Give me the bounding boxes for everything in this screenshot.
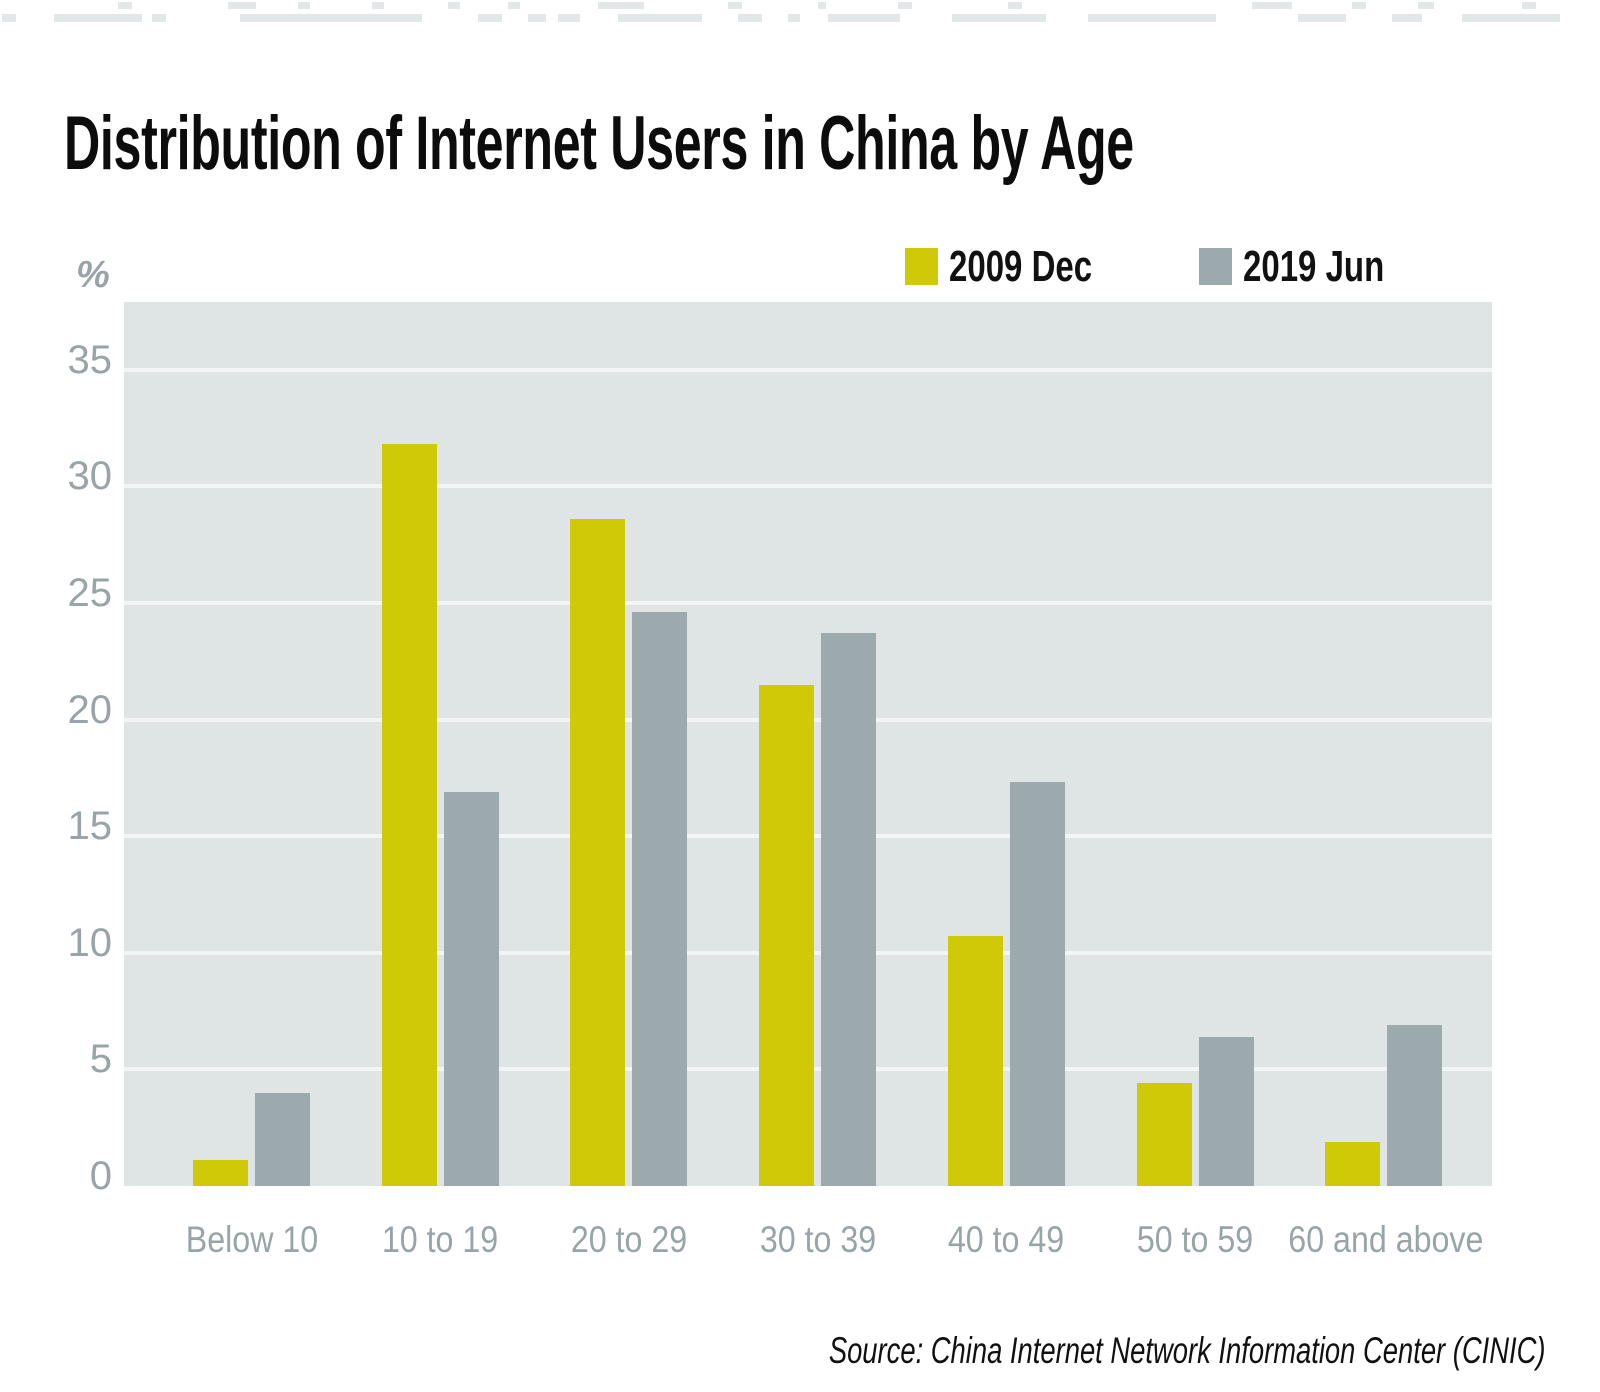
y-tick-label-10: 10 (67, 920, 113, 965)
legend-swatch-2009-dec (905, 247, 938, 285)
bar-2019-jun-10-to-19 (443, 792, 499, 1186)
y-tick-label-30: 30 (67, 454, 113, 499)
legend-item-2009-dec: 2009 Dec (905, 241, 1140, 291)
bar-2009-dec-below-10 (193, 1160, 248, 1186)
source-note: Source: China Internet Network Informati… (829, 1330, 1546, 1371)
crop-artifact (1008, 2, 1022, 9)
crop-artifact (240, 14, 422, 22)
crop-artifact (598, 2, 644, 9)
y-tick-label-20: 20 (67, 687, 113, 732)
crop-artifact (1522, 2, 1536, 9)
gridline-35 (124, 367, 1492, 372)
crop-artifact (298, 2, 310, 9)
crop-artifact (728, 2, 742, 9)
bar-2009-dec-50-to-59 (1136, 1083, 1192, 1186)
y-axis-unit-label: % (76, 254, 110, 296)
bar-2019-jun-60-and-above (1387, 1025, 1443, 1186)
y-tick-label-15: 15 (67, 804, 113, 849)
bar-2019-jun-below-10 (255, 1093, 310, 1186)
crop-artifact (2, 14, 16, 22)
crop-artifact (1418, 2, 1434, 9)
bar-2009-dec-30-to-39 (759, 685, 815, 1186)
crop-artifact (1392, 14, 1422, 22)
x-category-label-40-to-49: 40 to 49 (948, 1219, 1065, 1260)
crop-artifact (788, 14, 800, 22)
y-tick-label-5: 5 (89, 1037, 112, 1082)
bar-2019-jun-40-to-49 (1009, 782, 1065, 1186)
legend-item-2019-jun: 2019 Jun (1199, 241, 1431, 291)
gridline-25 (124, 600, 1492, 605)
legend-label-2009-dec: 2009 Dec (949, 241, 1093, 291)
crop-artifact (528, 14, 546, 22)
x-category-label-50-to-59: 50 to 59 (1136, 1219, 1254, 1260)
crop-artifact (898, 2, 912, 9)
y-tick-label-35: 35 (67, 337, 113, 382)
crop-artifact (508, 2, 520, 9)
legend-swatch-2019-jun (1199, 247, 1232, 285)
bar-2019-jun-20-to-29 (632, 612, 688, 1186)
x-category-label-10-to-19: 10 to 19 (382, 1219, 499, 1260)
crop-artifact (952, 14, 1046, 22)
crop-artifact (558, 14, 580, 22)
crop-artifact (828, 14, 900, 22)
y-tick-label-25: 25 (67, 570, 113, 615)
crop-artifact (1462, 14, 1560, 22)
x-category-label-30-to-39: 30 to 39 (759, 1219, 876, 1260)
crop-artifact (818, 2, 826, 9)
crop-artifact (372, 2, 384, 9)
crop-artifact (152, 14, 166, 22)
crop-artifact (618, 14, 702, 22)
legend-label-2019-jun: 2019 Jun (1243, 241, 1385, 291)
bar-2009-dec-20-to-29 (570, 519, 626, 1186)
chart-legend: 2009 Dec 2019 Jun (0, 241, 1600, 291)
crop-artifact (1088, 14, 1216, 22)
bar-2009-dec-40-to-49 (947, 936, 1003, 1186)
bar-2019-jun-50-to-59 (1198, 1037, 1254, 1186)
x-category-label-below-10: Below 10 (185, 1219, 318, 1260)
crop-artifact (478, 14, 502, 22)
y-tick-label-0: 0 (89, 1154, 112, 1198)
crop-artifact (448, 2, 460, 9)
x-category-label-60-and-above: 60 and above (1287, 1219, 1484, 1260)
crop-artifact (228, 2, 256, 9)
crop-artifact (118, 2, 132, 9)
x-category-label-20-to-29: 20 to 29 (570, 1219, 688, 1260)
chart-title: Distribution of Internet Users in China … (64, 101, 1134, 186)
crop-artifact (738, 14, 762, 22)
crop-artifact (1352, 2, 1366, 9)
gridline-30 (124, 484, 1492, 489)
bar-2009-dec-60-and-above (1325, 1142, 1381, 1186)
plot-area (124, 302, 1492, 1186)
crop-artifact (1252, 2, 1292, 9)
crop-artifact (54, 14, 142, 22)
bar-2019-jun-30-to-39 (821, 633, 877, 1186)
bar-2009-dec-10-to-19 (381, 444, 437, 1186)
crop-artifact (1298, 14, 1346, 22)
